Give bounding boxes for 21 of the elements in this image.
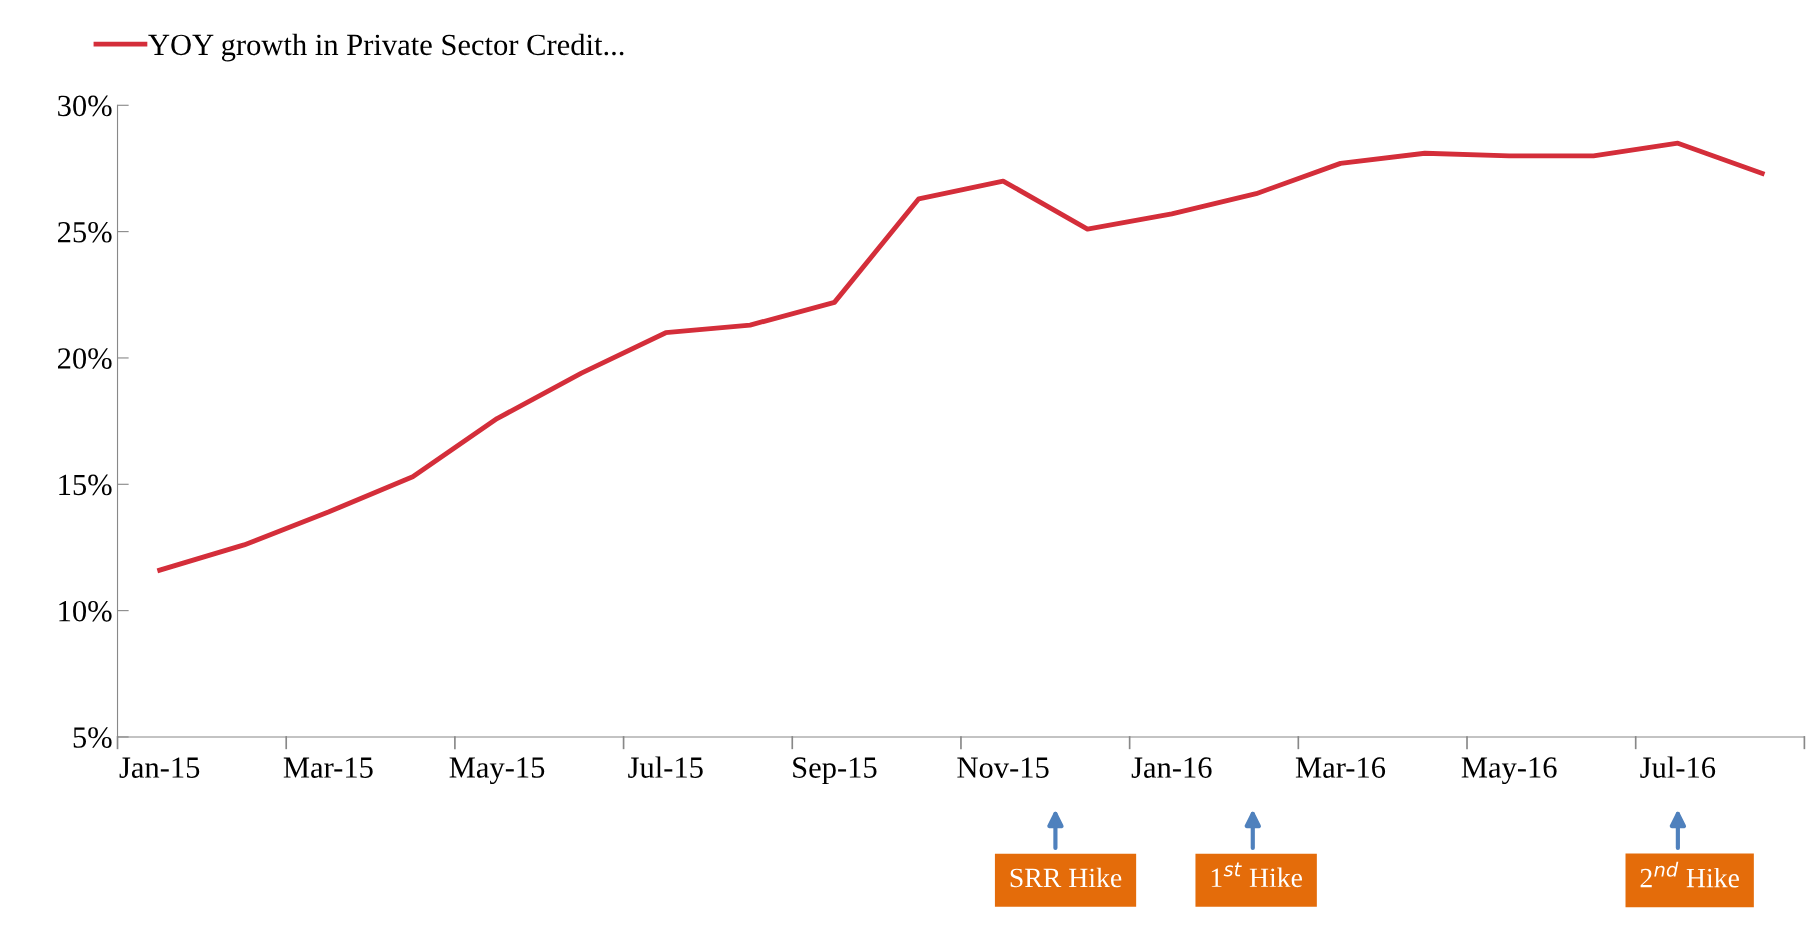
text: SRR Hike: [1010, 867, 1122, 888]
text: 2$^{nd}$ Hike: [1640, 861, 1739, 888]
x-tick-label: Mar-16: [1295, 757, 1386, 778]
x-tick-label: Jul-15: [628, 756, 703, 778]
x-tick-label: Jan-16: [1131, 757, 1212, 778]
y-tick-label: 25%: [57, 221, 112, 243]
legend-label: YOY growth in Private Sector Credit...: [148, 33, 624, 62]
x-tick-label: Nov-15: [957, 757, 1049, 778]
y-tick-label: 5%: [73, 727, 112, 748]
line-series: [157, 140, 1765, 573]
x-tick-label: Sep-15: [793, 757, 877, 785]
x-tick-label: May-15: [449, 757, 545, 785]
y-tick-label: 10%: [59, 600, 112, 622]
y-tick-label: 15%: [59, 474, 112, 496]
x-tick-label: Jan-15: [119, 757, 200, 778]
y-tick-label: 20%: [57, 348, 112, 369]
x-tick-label: Mar-15: [283, 757, 373, 778]
x-tick-label: May-16: [1461, 757, 1557, 785]
x-tick-label: Jul-16: [1640, 756, 1716, 778]
text: 1$^{st}$ Hike: [1211, 862, 1302, 888]
y-tick-label: 30%: [58, 95, 112, 117]
